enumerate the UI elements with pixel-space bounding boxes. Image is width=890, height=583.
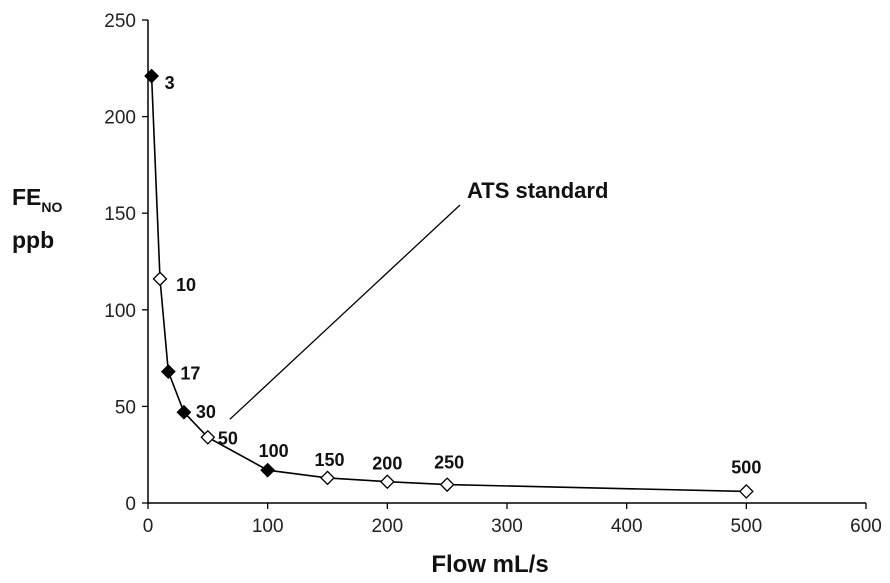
y-axis-title-main: FE	[12, 184, 41, 210]
x-ticks: 0 100 200 300 400 500 600	[143, 503, 882, 537]
marker-filled	[260, 462, 276, 478]
marker-open	[379, 474, 395, 490]
point-label: 3	[165, 73, 175, 93]
series-line	[150, 75, 747, 493]
x-tick-label: 600	[850, 516, 882, 537]
point-label: 50	[218, 428, 238, 448]
y-axis-title-unit: ppb	[12, 227, 54, 253]
marker-open	[320, 470, 335, 486]
svg-text:FENO: FENO	[12, 184, 63, 215]
y-tick-label: 200	[104, 108, 136, 129]
marker-filled	[176, 404, 192, 420]
axes	[147, 20, 866, 504]
y-ticks: 0 50 100 150 200 250	[104, 11, 148, 515]
x-tick-label: 400	[611, 516, 643, 537]
point-label: 100	[259, 441, 289, 461]
y-tick-label: 0	[125, 494, 136, 515]
markers	[144, 68, 754, 499]
point-label: 200	[372, 454, 402, 474]
y-tick-label: 50	[115, 397, 136, 418]
point-label: 10	[176, 275, 196, 295]
y-axis-title: FENO ppb	[12, 184, 63, 253]
x-tick-label: 300	[491, 516, 523, 537]
y-axis-title-subscript: NO	[41, 199, 62, 215]
marker-open	[152, 271, 168, 287]
point-label: 30	[196, 402, 216, 422]
x-tick-label: 500	[730, 516, 762, 537]
point-label: 17	[180, 364, 200, 384]
y-tick-label: 250	[104, 11, 136, 32]
y-tick-label: 150	[104, 204, 136, 225]
point-label: 250	[434, 453, 464, 473]
marker-open	[200, 429, 216, 445]
x-tick-label: 100	[252, 516, 284, 537]
x-axis-title: Flow mL/s	[431, 551, 548, 578]
point-label: 150	[314, 450, 344, 470]
annotation-label: ATS standard	[467, 178, 608, 203]
marker-open	[738, 483, 754, 499]
point-label: 500	[731, 457, 761, 477]
y-tick-label: 100	[104, 301, 136, 322]
x-tick-label: 0	[143, 516, 154, 537]
marker-filled	[144, 68, 160, 84]
x-tick-label: 200	[371, 516, 403, 537]
marker-open	[439, 477, 455, 493]
marker-filled	[160, 364, 176, 380]
annotation-pointer-line	[229, 204, 461, 420]
